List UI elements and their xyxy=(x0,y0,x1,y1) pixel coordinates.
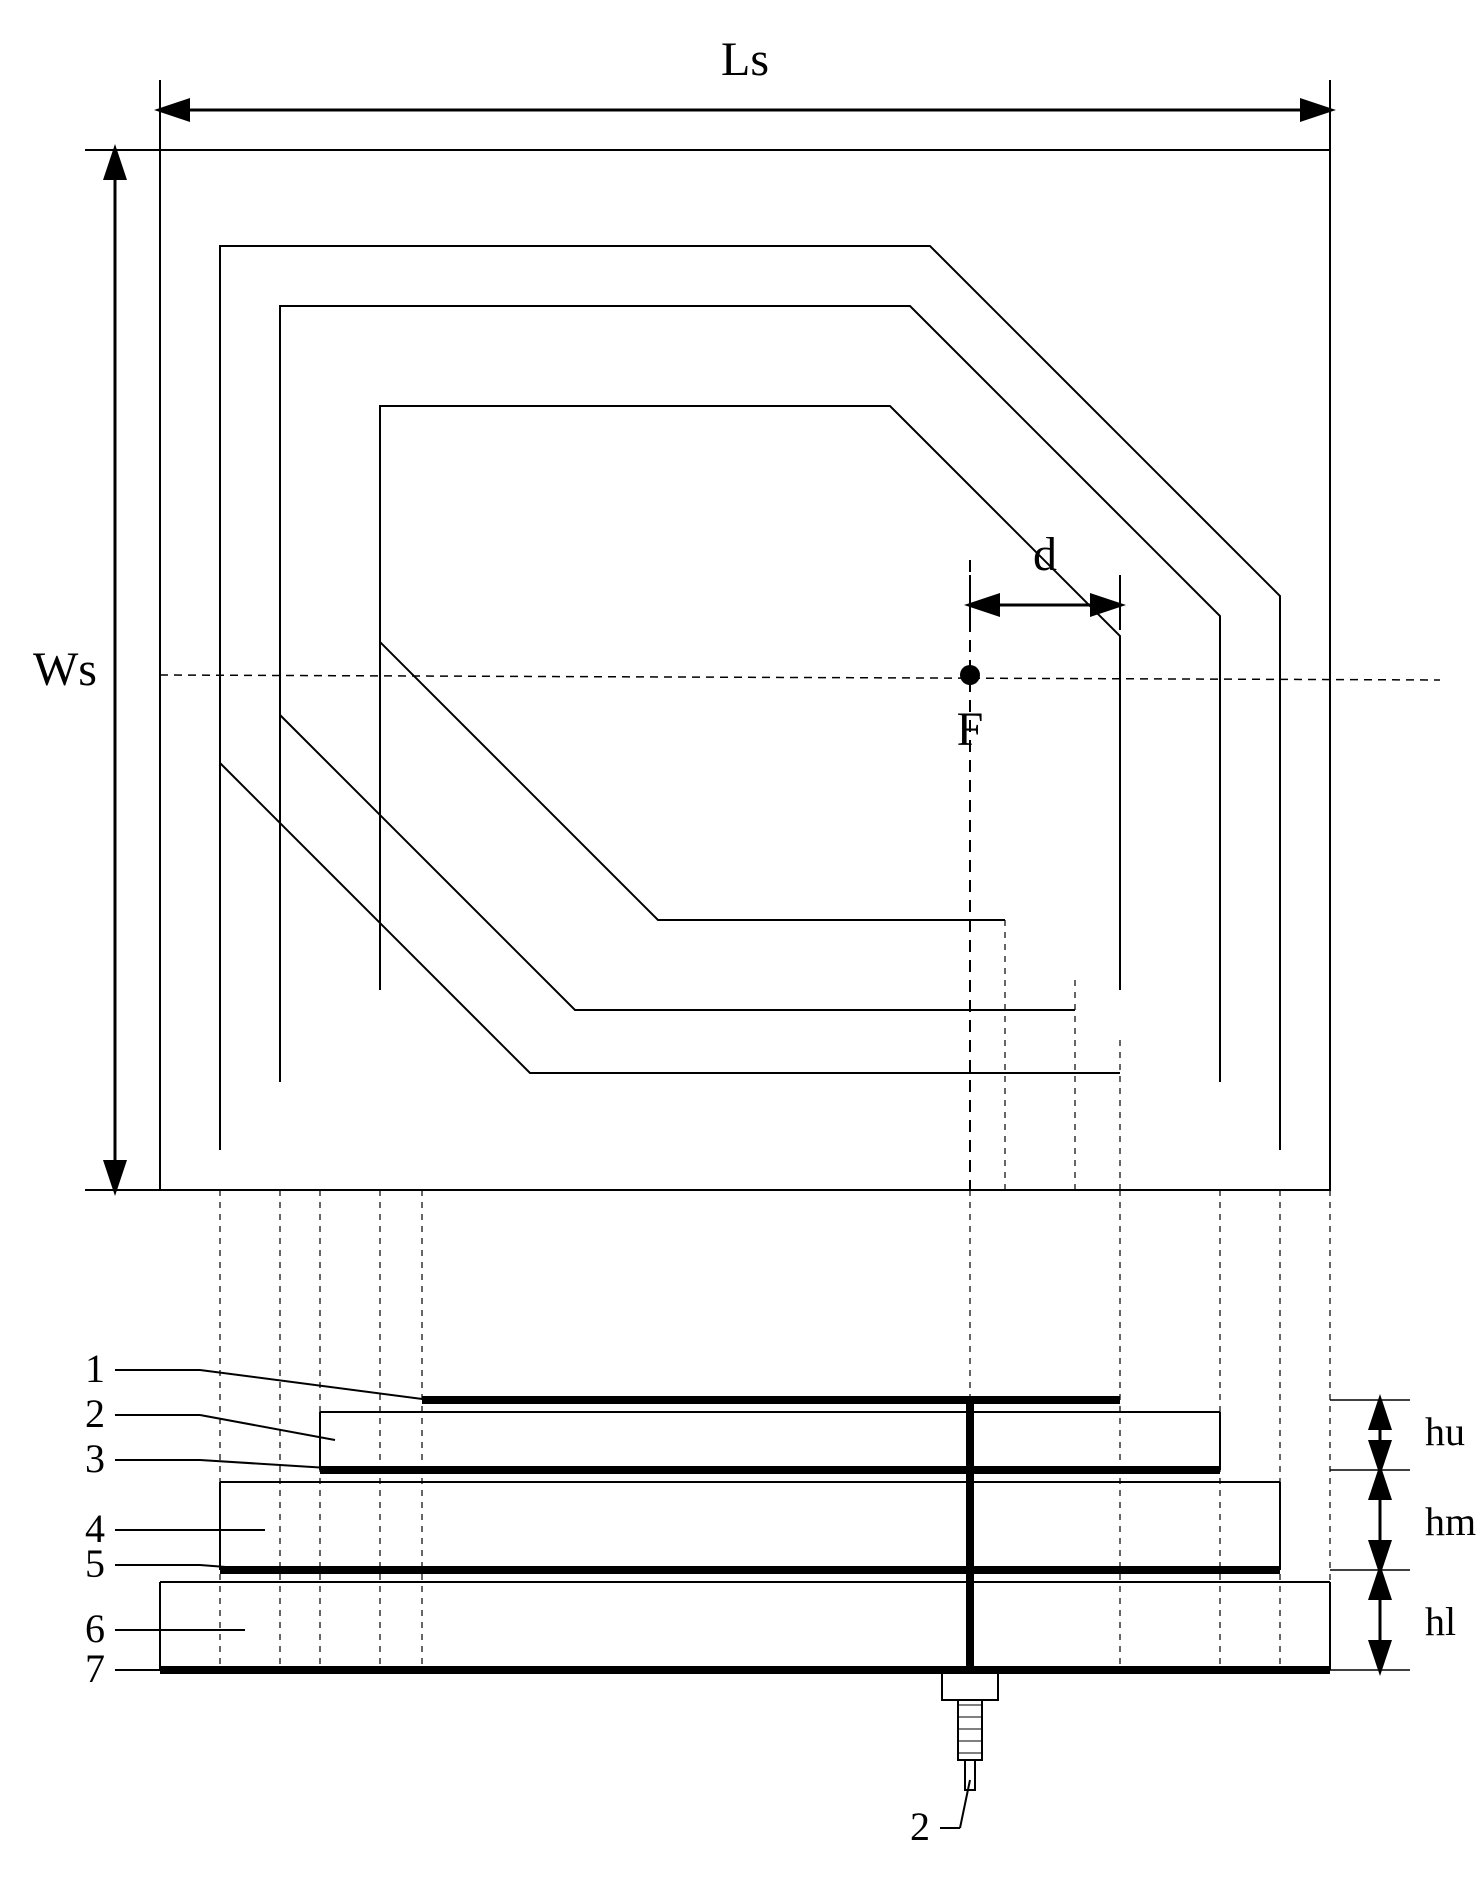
patch-inner xyxy=(380,406,1120,990)
label-ls: Ls xyxy=(721,33,769,86)
leader-num: 7 xyxy=(85,1646,105,1691)
label-d: d xyxy=(1033,528,1057,581)
label-ws: Ws xyxy=(33,643,97,696)
technical-diagram: LsWsFdhuhmhl12345672 xyxy=(20,20,1484,1869)
label-f: F xyxy=(957,703,984,756)
leader-num: 6 xyxy=(85,1606,105,1651)
patch-mid xyxy=(280,306,1220,1082)
leader-num: 1 xyxy=(85,1346,105,1391)
leader-num: 3 xyxy=(85,1436,105,1481)
center-line-h xyxy=(160,675,1440,680)
feed-point xyxy=(960,665,980,685)
leader-num: 5 xyxy=(85,1541,105,1586)
label-hu: hu xyxy=(1425,1409,1465,1454)
label-hl: hl xyxy=(1425,1599,1456,1644)
sma-connector xyxy=(958,1700,982,1760)
leader-num: 2 xyxy=(85,1391,105,1436)
label-hm: hm xyxy=(1425,1499,1476,1544)
leader-num-2b: 2 xyxy=(910,1804,930,1849)
